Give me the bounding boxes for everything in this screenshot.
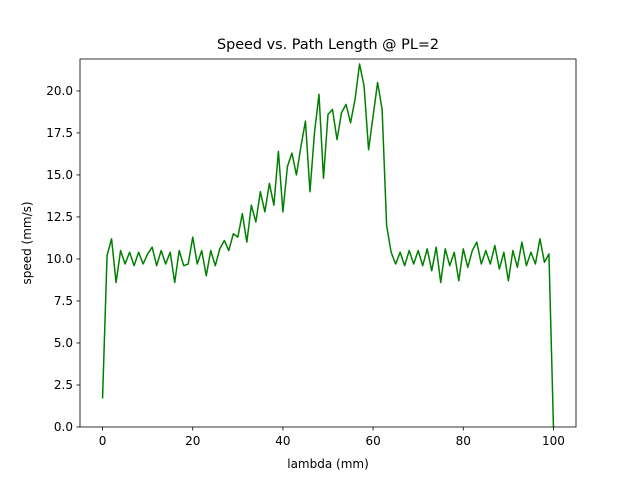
y-tick-label: 2.5 bbox=[54, 378, 73, 392]
chart-title: Speed vs. Path Length @ PL=2 bbox=[217, 37, 439, 53]
y-tick-label: 17.5 bbox=[46, 126, 73, 140]
x-tick-label: 20 bbox=[185, 434, 200, 448]
axes-frame bbox=[79, 58, 577, 428]
y-axis-label: speed (mm/s) bbox=[20, 201, 34, 284]
y-tick-label: 15.0 bbox=[46, 168, 73, 182]
x-tick-label: 0 bbox=[99, 434, 107, 448]
y-tick-label: 7.5 bbox=[54, 294, 73, 308]
x-axis-label: lambda (mm) bbox=[287, 457, 369, 471]
y-tick-label: 5.0 bbox=[54, 336, 73, 350]
y-tick-label: 0.0 bbox=[54, 420, 73, 434]
x-tick-label: 100 bbox=[542, 434, 565, 448]
y-tick-label: 12.5 bbox=[46, 210, 73, 224]
y-tick-label: 10.0 bbox=[46, 252, 73, 266]
x-tick-label: 40 bbox=[275, 434, 290, 448]
x-tick-label: 80 bbox=[456, 434, 471, 448]
y-tick-label: 20.0 bbox=[46, 84, 73, 98]
line bbox=[101, 63, 555, 427]
x-tick-label: 60 bbox=[365, 434, 380, 448]
